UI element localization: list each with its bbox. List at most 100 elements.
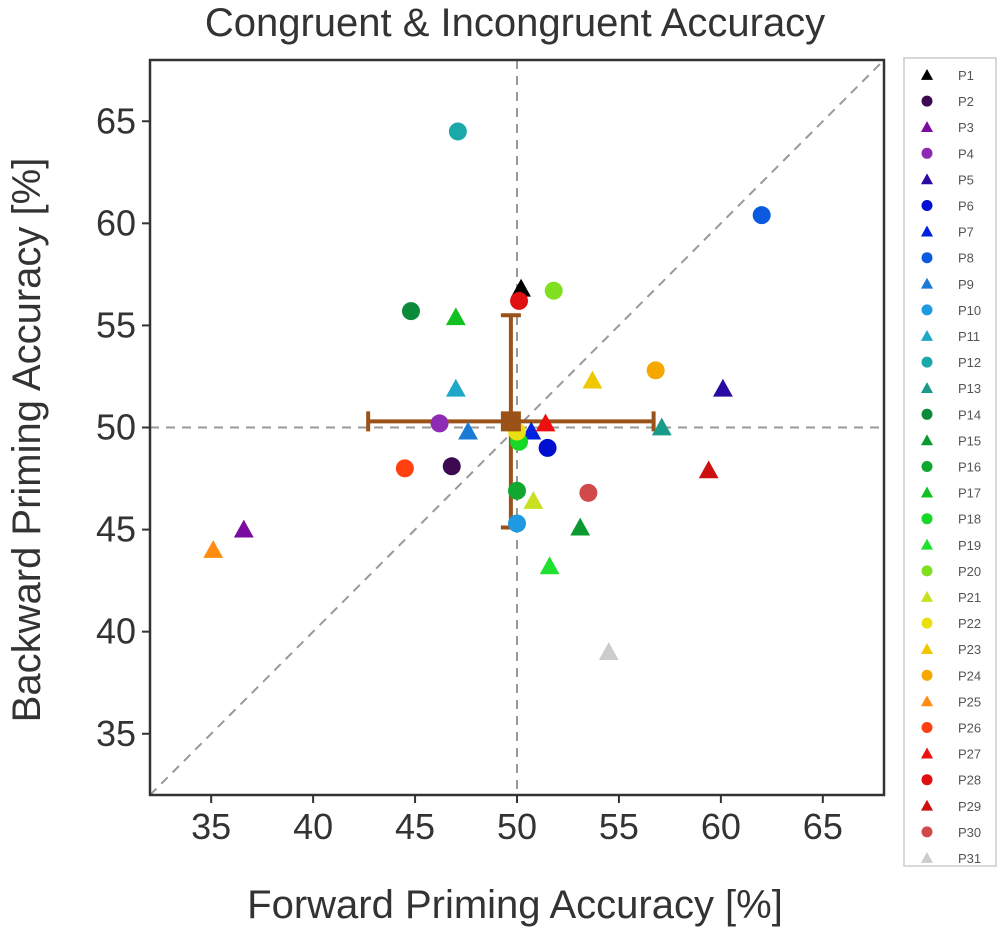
legend-marker-p30	[921, 826, 933, 838]
legend-label-p1: P1	[958, 68, 974, 83]
legend-label-p6: P6	[958, 199, 974, 214]
data-point-p15	[570, 517, 591, 536]
legend-marker-p3	[920, 121, 934, 133]
legend-label-p4: P4	[958, 146, 974, 161]
legend-marker-p20	[921, 565, 933, 577]
data-point-p8	[752, 206, 771, 225]
legend-marker-p23	[920, 643, 934, 655]
legend: P1 P2 P3 P4 P5 P6 P7 P8 P9 P10 P11 P12 P13 P14 P15 P16 P…	[903, 57, 997, 867]
x-tick-label: 35	[191, 806, 231, 847]
data-point-p9	[458, 421, 478, 440]
data-point-p19	[539, 556, 560, 575]
legend-label-p28: P28	[958, 773, 981, 788]
x-tick-label: 40	[293, 806, 333, 847]
legend-marker-p21	[920, 590, 934, 602]
x-tick-label: 60	[701, 806, 741, 847]
y-tick-label: 40	[96, 611, 136, 652]
legend-label-p31: P31	[958, 851, 981, 866]
x-tick-label: 65	[803, 806, 843, 847]
legend-label-p5: P5	[958, 172, 974, 187]
data-point-p12	[448, 122, 467, 141]
legend-marker-p16	[921, 461, 933, 472]
legend-label-p3: P3	[958, 120, 974, 135]
legend-marker-p26	[921, 722, 933, 733]
legend-label-p17: P17	[958, 486, 981, 501]
legend-label-p26: P26	[958, 721, 981, 736]
data-point-p13	[651, 417, 672, 436]
data-point-p20	[544, 281, 563, 300]
legend-marker-p17	[920, 486, 934, 498]
legend-marker-p13	[920, 382, 934, 394]
legend-marker-p22	[921, 617, 933, 629]
legend-label-p15: P15	[958, 433, 981, 448]
legend-marker-p24	[921, 669, 933, 681]
y-tick-label: 65	[96, 100, 136, 141]
chart-title: Congruent & Incongruent Accuracy	[205, 1, 825, 45]
y-tick-label: 35	[96, 713, 136, 754]
legend-marker-p19	[920, 538, 934, 550]
legend-marker-p7	[920, 225, 934, 237]
data-points	[203, 122, 771, 661]
legend-label-p14: P14	[958, 407, 981, 422]
data-point-p1	[511, 278, 531, 297]
legend-marker-p14	[921, 408, 933, 420]
legend-label-p24: P24	[958, 668, 981, 683]
data-point-p16	[508, 481, 526, 500]
legend-label-p29: P29	[958, 799, 981, 814]
legend-marker-p11	[920, 329, 934, 341]
data-point-p14	[401, 302, 420, 321]
legend-label-p19: P19	[958, 538, 981, 553]
legend-label-p13: P13	[958, 381, 981, 396]
legend-marker-p29	[920, 799, 934, 811]
legend-label-p18: P18	[958, 512, 981, 527]
y-tick-label: 60	[96, 202, 136, 243]
x-tick-label: 50	[497, 806, 537, 847]
x-axis-label: Forward Priming Accuracy [%]	[247, 883, 783, 927]
data-point-p11	[445, 378, 466, 397]
legend-label-p11: P11	[958, 329, 980, 344]
y-tick-label: 45	[96, 509, 136, 550]
data-point-p31	[598, 642, 619, 661]
legend-marker-p10	[921, 304, 933, 316]
legend-label-p10: P10	[958, 303, 981, 318]
y-tick-label: 55	[96, 304, 136, 345]
legend-marker-p31	[920, 851, 934, 863]
legend-label-p16: P16	[958, 460, 981, 475]
data-point-p2	[442, 457, 461, 476]
legend-label-p21: P21	[958, 590, 981, 605]
plot-area: 35 40 45 50 55 60 65 35 40 45 50 55 60 65	[96, 58, 886, 847]
data-point-p26	[395, 459, 414, 478]
data-point-p30	[579, 483, 598, 502]
legend-marker-p18	[921, 513, 933, 525]
legend-items: P1 P2 P3 P4 P5 P6 P7 P8 P9 P10 P11 P12 P13 P14 P15 P16 P…	[920, 68, 981, 866]
data-point-p17	[445, 307, 466, 326]
legend-marker-p2	[921, 95, 933, 107]
legend-marker-p12	[921, 356, 933, 368]
legend-label-p27: P27	[958, 747, 981, 762]
legend-marker-p9	[920, 277, 934, 289]
legend-marker-p15	[920, 434, 934, 446]
data-point-p5	[713, 378, 733, 397]
legend-label-p30: P30	[958, 825, 981, 840]
axis-ticks: 35 40 45 50 55 60 65 35 40 45 50 55 60 65	[96, 100, 843, 847]
legend-label-p20: P20	[958, 564, 981, 579]
legend-marker-p27	[920, 747, 934, 759]
data-point-p4	[430, 414, 449, 433]
legend-marker-p25	[920, 695, 934, 707]
data-point-p29	[698, 460, 719, 479]
data-point-p28	[510, 291, 529, 310]
legend-marker-p4	[921, 147, 933, 159]
x-tick-label: 55	[599, 806, 639, 847]
legend-label-p12: P12	[958, 355, 981, 370]
data-point-p24	[646, 361, 665, 380]
legend-marker-p5	[920, 173, 934, 185]
data-point-p23	[582, 370, 603, 389]
data-point-p21	[523, 491, 544, 509]
legend-marker-p6	[921, 200, 933, 211]
mean-marker	[500, 411, 521, 432]
legend-label-p23: P23	[958, 642, 981, 657]
data-point-p25	[203, 540, 224, 558]
y-axis-label: Backward Priming Accuracy [%]	[5, 158, 49, 723]
data-point-p6	[538, 438, 557, 457]
